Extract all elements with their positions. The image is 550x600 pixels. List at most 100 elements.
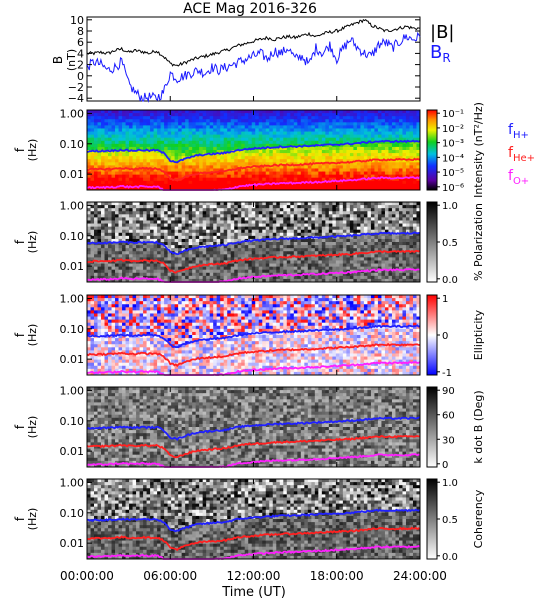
heatmap-cell	[293, 140, 298, 145]
heatmap-cell	[374, 235, 379, 240]
heatmap-cell	[346, 186, 351, 191]
heatmap-cell	[265, 220, 270, 224]
heatmap-cell	[349, 223, 354, 228]
heatmap-cell	[248, 116, 253, 120]
heatmap-cell	[97, 263, 102, 268]
heatmap-cell	[111, 125, 116, 129]
legend-b-r: BR	[430, 42, 451, 65]
heatmap-cell	[164, 134, 169, 139]
heatmap-cell	[132, 245, 137, 249]
heatmap-cell	[244, 260, 249, 264]
heatmap-cell	[153, 220, 158, 224]
heatmap-cell	[360, 153, 365, 157]
heatmap-cell	[97, 229, 102, 234]
heatmap-cell	[167, 263, 172, 268]
heatmap-cell	[391, 254, 396, 258]
heatmap-cell	[160, 208, 165, 212]
heatmap-cell	[195, 217, 200, 221]
heatmap-cell	[279, 134, 284, 139]
heatmap-cell	[244, 269, 249, 274]
heatmap-cell	[318, 156, 323, 160]
heatmap-cell	[409, 242, 414, 246]
heatmap-cell	[192, 140, 197, 145]
heatmap-cell	[353, 128, 358, 132]
heatmap-cell	[143, 202, 147, 206]
heatmap-cell	[311, 119, 316, 123]
heatmap-cell	[300, 242, 305, 246]
heatmap-cell	[108, 266, 112, 271]
heatmap-cell	[90, 177, 95, 182]
heatmap-cell	[377, 235, 382, 240]
heatmap-cell	[101, 226, 105, 231]
heatmap-cell	[297, 146, 302, 151]
heatmap-cell	[360, 260, 365, 264]
heatmap-cell	[237, 229, 242, 234]
heatmap-cell	[199, 269, 204, 274]
heatmap-cell	[391, 217, 396, 221]
heatmap-cell	[377, 186, 382, 191]
heatmap-cell	[388, 162, 393, 166]
heatmap-cell	[164, 214, 169, 218]
heatmap-cell	[283, 208, 288, 212]
heatmap-cell	[111, 202, 116, 206]
heatmap-cell	[178, 214, 183, 218]
heatmap-cell	[213, 260, 218, 264]
heatmap-cell	[409, 214, 414, 218]
heatmap-cell	[346, 116, 351, 120]
heatmap-cell	[223, 245, 228, 249]
heatmap-cell	[101, 214, 105, 218]
heatmap-cell	[335, 183, 340, 188]
heatmap-cell	[405, 119, 410, 123]
heatmap-cell	[388, 174, 393, 179]
heatmap-cell	[321, 165, 326, 169]
heatmap-cell	[118, 134, 123, 139]
heatmap-cell	[237, 263, 242, 268]
heatmap-cell	[286, 214, 291, 218]
heatmap-cell	[314, 165, 319, 169]
heatmap-cell	[300, 232, 305, 237]
heatmap-cell	[395, 168, 400, 172]
heatmap-cell	[265, 140, 270, 145]
heatmap-cell	[262, 260, 267, 264]
heatmap-cell	[192, 260, 197, 264]
heatmap-cell	[164, 266, 169, 271]
heatmap-cell	[237, 245, 242, 249]
heatmap-cell	[258, 162, 263, 166]
heatmap-cell	[356, 263, 361, 268]
heatmap-cell	[374, 275, 379, 280]
heatmap-cell	[311, 245, 316, 249]
heatmap-cell	[328, 168, 333, 172]
heatmap-cell	[342, 278, 347, 283]
heatmap-cell	[153, 229, 158, 234]
heatmap-cell	[188, 272, 193, 277]
heatmap-cell	[412, 245, 417, 249]
heatmap-cell	[405, 229, 410, 234]
heatmap-cell	[356, 156, 361, 160]
heatmap-cell	[230, 165, 235, 169]
heatmap-cell	[279, 146, 284, 151]
heatmap-cell	[286, 162, 291, 166]
heatmap-cell	[402, 275, 407, 280]
heatmap-cell	[108, 134, 112, 139]
heatmap-cell	[349, 248, 354, 252]
heatmap-cell	[318, 150, 323, 154]
heatmap-cell	[108, 128, 112, 132]
heatmap-cell	[195, 269, 200, 274]
heatmap-cell	[416, 113, 421, 117]
heatmap-cell	[125, 113, 130, 117]
heatmap-cell	[283, 125, 288, 129]
heatmap-cell	[178, 260, 183, 264]
heatmap-cell	[265, 143, 270, 148]
heatmap-cell	[349, 229, 354, 234]
heatmap-cell	[402, 137, 407, 142]
heatmap-cell	[97, 208, 102, 212]
heatmap-cell	[311, 165, 316, 169]
heatmap-cell	[374, 245, 379, 249]
heatmap-cell	[307, 217, 312, 221]
heatmap-cell	[223, 110, 228, 114]
legend-b-r-main: B	[430, 42, 442, 63]
heatmap-cell	[181, 110, 186, 114]
heatmap-cell	[132, 146, 137, 151]
heatmap-cell	[339, 131, 344, 136]
heatmap-cell	[402, 143, 407, 148]
